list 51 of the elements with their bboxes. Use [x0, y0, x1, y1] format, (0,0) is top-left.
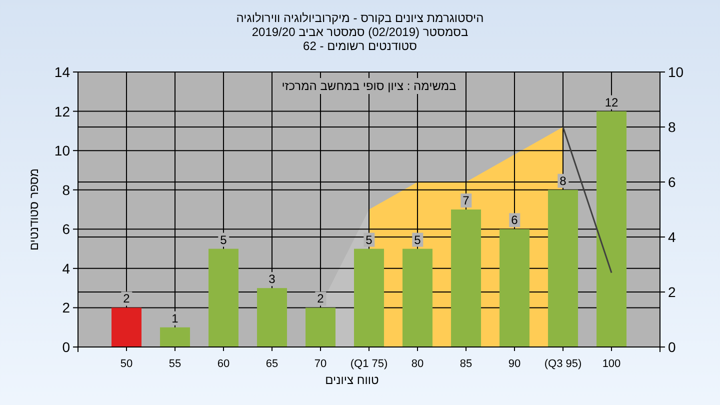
bar — [500, 229, 530, 347]
y2-tick-label: 4 — [668, 229, 676, 245]
y2-tick-label: 8 — [668, 119, 676, 135]
bar — [160, 327, 190, 347]
data-label: 12 — [604, 95, 618, 110]
data-label: 3 — [268, 272, 276, 286]
bar — [451, 210, 481, 347]
y2-tick-label: 0 — [668, 339, 676, 355]
data-label: 8 — [560, 174, 567, 188]
data-label: 5 — [220, 232, 228, 247]
x-tick-label: 85 — [460, 358, 472, 370]
x-tick-label: (Q3 95) — [544, 358, 582, 370]
data-label: 2 — [123, 292, 130, 306]
y-tick-label: 8 — [62, 182, 70, 198]
x-tick-label: (Q1 75) — [350, 358, 388, 370]
bar — [208, 248, 238, 347]
data-label: 7 — [462, 194, 470, 208]
data-label: 5 — [366, 232, 373, 247]
bar — [548, 190, 578, 347]
x-tick-label: 65 — [266, 358, 278, 370]
bar — [402, 248, 432, 347]
x-tick-label: 60 — [217, 358, 230, 370]
y2-tick-label: 2 — [668, 284, 676, 300]
x-tick-label: 50 — [120, 358, 133, 370]
y-tick-label: 4 — [62, 260, 70, 276]
y-tick-label: 2 — [62, 300, 70, 316]
x-tick-label: 55 — [168, 358, 182, 370]
annotation: במשימה : ציון סופי במחשב המרכזי — [282, 79, 456, 93]
y-tick-label: 10 — [54, 142, 70, 159]
y2-tick-label: 10 — [668, 64, 684, 80]
data-label: 5 — [414, 232, 422, 247]
bar — [257, 288, 287, 347]
y-tick-label: 12 — [54, 103, 70, 120]
y-tick-label: 0 — [62, 339, 70, 355]
bar — [354, 248, 384, 347]
y-tick-label: 6 — [62, 221, 70, 238]
x-tick-label: 100 — [602, 358, 621, 370]
bar — [596, 111, 626, 347]
y-axis-title: מספר סטודנטים — [27, 168, 41, 251]
bar — [112, 308, 142, 347]
x-tick-label: 90 — [508, 358, 521, 370]
x-tick-label: 80 — [411, 358, 424, 370]
data-label: 1 — [172, 311, 179, 326]
chart-title: היסטוגרמת ציונים בקורס - מיקרוביולוגיה ווירולוגיה בסמסטר (02/2019) סמסטר אביב 2019/20 סטודנטים רשומים - 62 — [236, 11, 484, 53]
bar — [306, 308, 336, 347]
data-label: 6 — [511, 213, 518, 228]
x-tick-label: 70 — [314, 358, 327, 370]
data-label: 2 — [317, 292, 324, 306]
y2-tick-label: 6 — [668, 174, 676, 190]
x-axis-title: טווח ציונים — [325, 373, 380, 387]
y-tick-label: 14 — [54, 64, 70, 80]
